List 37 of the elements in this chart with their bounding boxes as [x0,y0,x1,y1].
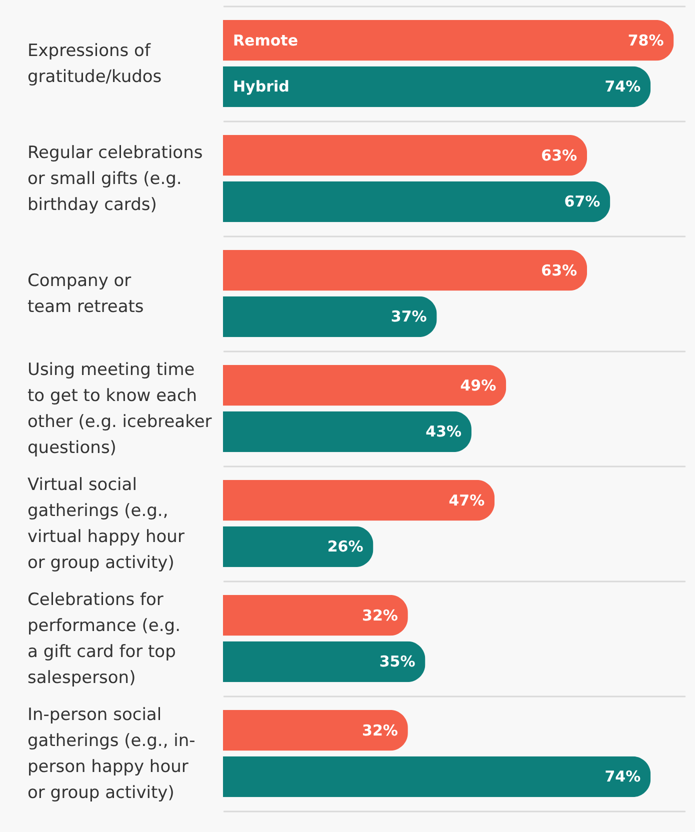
data-label: 78% [628,31,664,50]
bar [223,364,506,406]
data-label: 63% [541,146,578,164]
data-label: 49% [460,376,496,394]
data-label: 32% [362,606,398,624]
data-label: 74% [604,78,641,96]
data-label: 32% [362,721,398,740]
bar [223,641,426,682]
bar [223,296,437,338]
bar [223,20,674,61]
bar [223,480,495,521]
bar [223,134,588,176]
data-label: 37% [390,308,427,326]
bar [223,710,408,751]
bar [223,181,610,222]
bar [223,594,408,636]
y-tick-label: Regular celebrations or small gifts (e.g. birthday cards) [28,143,203,215]
y-tick-label: Using meeting time to get to know each other (e.g. icebreaker questions) [28,360,212,458]
bar [223,411,472,452]
data-label: 43% [426,422,462,441]
bar [223,250,588,291]
data-label: 26% [327,538,364,556]
data-label: 67% [564,192,600,211]
data-label: 74% [604,768,641,786]
bar [223,756,651,798]
y-tick-label: Company or team retreats [28,271,144,317]
data-label: 47% [448,491,485,510]
y-tick-label: Virtual social gatherings (e.g., virtual happy hour or group activity) [28,475,184,573]
data-label: 63% [541,261,578,280]
series-label: Hybrid [233,78,290,96]
series-label: Remote [233,31,298,50]
bar [223,66,651,108]
y-tick-label: In-person social gatherings (e.g., in- person happy hour or group activity) [28,705,196,803]
data-label: 35% [379,652,416,671]
y-tick-label: Celebrations for performance (e.g. a gift card for top salesperson) [28,590,180,688]
y-tick-label: Expressions of gratitude/kudos [28,41,162,87]
bar [223,526,374,568]
